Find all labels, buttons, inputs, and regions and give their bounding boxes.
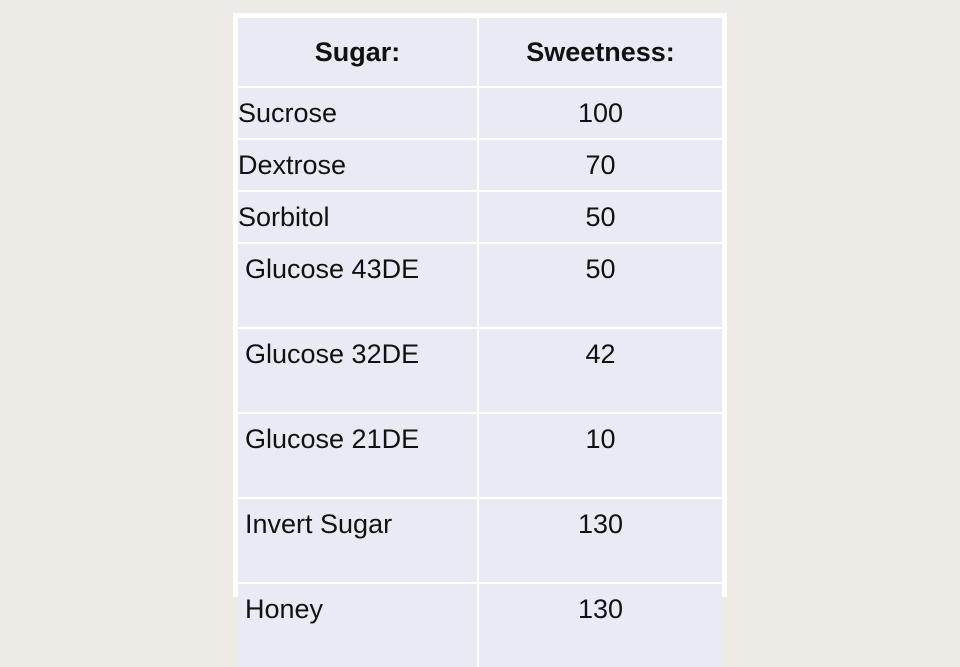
sugar-cell: Honey xyxy=(238,584,479,667)
table-row: Glucose 43DE 50 xyxy=(238,244,722,329)
table-card: Sugar: Sweetness: Sucrose 100 Dextrose 7… xyxy=(233,13,727,667)
table-row: Invert Sugar 130 xyxy=(238,499,722,584)
table-row: Sorbitol 50 xyxy=(238,192,722,244)
table-header-row: Sugar: Sweetness: xyxy=(238,18,722,88)
sugar-cell: Sorbitol xyxy=(238,192,479,244)
sweetness-cell: 50 xyxy=(479,244,722,329)
sugar-cell: Glucose 32DE xyxy=(238,329,479,414)
header-sugar: Sugar: xyxy=(238,18,479,88)
sweetness-cell: 70 xyxy=(479,140,722,192)
sweetness-cell: 130 xyxy=(479,584,722,667)
sugar-cell: Glucose 21DE xyxy=(238,414,479,499)
sugar-cell: Invert Sugar xyxy=(238,499,479,584)
table-row: Glucose 21DE 10 xyxy=(238,414,722,499)
sweetness-cell: 10 xyxy=(479,414,722,499)
sugar-cell: Glucose 43DE xyxy=(238,244,479,329)
table-row: Glucose 32DE 42 xyxy=(238,329,722,414)
sweetness-cell: 50 xyxy=(479,192,722,244)
header-sweetness: Sweetness: xyxy=(479,18,722,88)
table-row: Honey 130 xyxy=(238,584,722,667)
sugar-cell: Sucrose xyxy=(238,88,479,140)
sugar-sweetness-table: Sugar: Sweetness: Sucrose 100 Dextrose 7… xyxy=(238,18,722,667)
sweetness-cell: 100 xyxy=(479,88,722,140)
sweetness-cell: 42 xyxy=(479,329,722,414)
table-row: Dextrose 70 xyxy=(238,140,722,192)
sweetness-cell: 130 xyxy=(479,499,722,584)
sugar-cell: Dextrose xyxy=(238,140,479,192)
table-row: Sucrose 100 xyxy=(238,88,722,140)
